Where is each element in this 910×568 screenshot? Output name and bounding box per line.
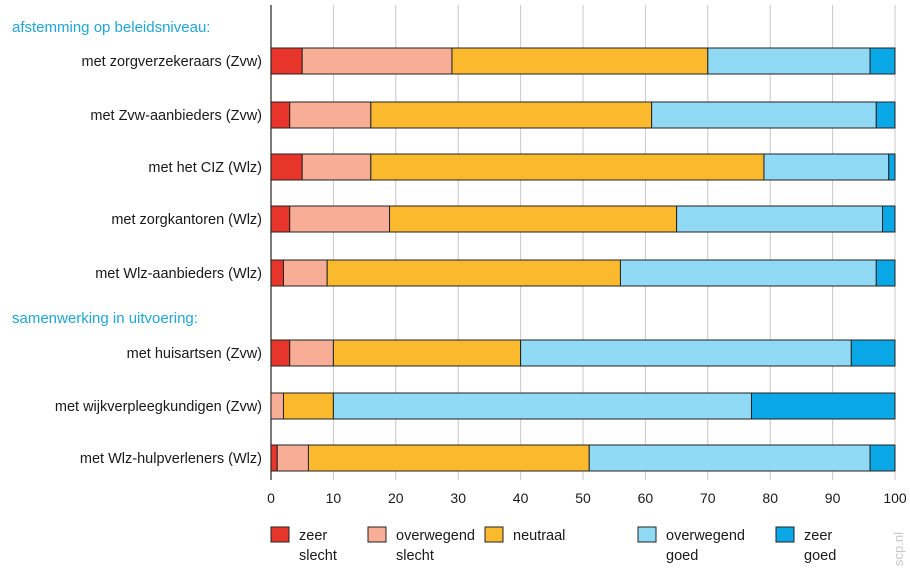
bar-segment — [301, 47, 453, 75]
bar-segment — [869, 444, 896, 472]
bar-segment — [276, 444, 309, 472]
category-label: met Zvw-aanbieders (Zvw) — [90, 108, 262, 124]
legend-swatch — [484, 526, 504, 543]
bar-segment — [888, 153, 896, 181]
bar-segment — [370, 153, 765, 181]
x-tick-label: 20 — [388, 490, 404, 506]
bar-segment — [869, 47, 896, 75]
bar-segment — [875, 259, 896, 287]
bar-segment — [289, 205, 391, 233]
legend-item: zeer goed — [775, 526, 836, 564]
bar-segment — [307, 444, 590, 472]
category-label: met huisartsen (Zvw) — [127, 346, 262, 362]
bar-segment — [676, 205, 884, 233]
group-heading: afstemming op beleidsniveau: — [12, 19, 210, 36]
bar-segment — [282, 392, 334, 420]
bar-segment — [270, 259, 284, 287]
legend-label: slecht — [396, 548, 434, 564]
bar-segment — [270, 392, 284, 420]
bar-segment — [875, 101, 896, 129]
x-tick-label: 10 — [326, 490, 342, 506]
bar-segment — [270, 444, 278, 472]
legend-item: overwegend slecht — [367, 526, 475, 564]
category-label: met het CIZ (Wlz) — [148, 160, 262, 176]
bar-segment — [326, 259, 621, 287]
x-tick-label: 0 — [267, 490, 275, 506]
legend-item: overwegend goed — [637, 526, 745, 564]
bar-segment — [882, 205, 896, 233]
bar-segment — [651, 101, 877, 129]
group-heading: samenwerking in uitvoering: — [12, 310, 198, 327]
bar-segment — [588, 444, 871, 472]
bar-segment — [332, 392, 752, 420]
x-tick-label: 40 — [513, 490, 529, 506]
bar-row — [270, 205, 896, 233]
x-tick-label: 70 — [700, 490, 716, 506]
x-tick-label: 30 — [450, 490, 466, 506]
legend-label: overwegend — [396, 528, 475, 544]
bar-segment — [332, 339, 522, 367]
bar-segment — [289, 101, 372, 129]
bar-segment — [270, 47, 303, 75]
category-label: met Wlz-aanbieders (Wlz) — [95, 266, 262, 282]
bar-segment — [451, 47, 709, 75]
group-headings: afstemming op beleidsniveau: samenwerking… — [12, 19, 210, 327]
bar-segment — [763, 153, 890, 181]
legend-label: zeer — [299, 528, 327, 544]
bar-row — [270, 444, 896, 472]
watermark: scp.nl — [891, 532, 906, 566]
legend-label: zeer — [804, 528, 832, 544]
x-tick-label: 50 — [575, 490, 591, 506]
bars — [270, 47, 896, 472]
legend-label: slecht — [299, 548, 337, 564]
bar-segment — [707, 47, 871, 75]
bar-segment — [289, 339, 334, 367]
bar-segment — [520, 339, 852, 367]
bar-row — [270, 101, 896, 129]
legend-label: overwegend — [666, 528, 745, 544]
legend: zeer slecht overwegend slecht neutraal overwe… — [270, 526, 836, 564]
bar-segment — [619, 259, 877, 287]
legend-label: goed — [804, 548, 836, 564]
x-tick-label: 100 — [883, 490, 907, 506]
x-tick-label: 60 — [638, 490, 654, 506]
legend-item: neutraal — [484, 526, 565, 544]
bar-row — [270, 47, 896, 75]
legend-label: goed — [666, 548, 698, 564]
bar-segment — [850, 339, 896, 367]
category-label: met zorgverzekeraars (Zvw) — [82, 54, 262, 70]
legend-label: neutraal — [513, 528, 565, 544]
bar-segment — [370, 101, 653, 129]
bar-segment — [301, 153, 372, 181]
category-label: met zorgkantoren (Wlz) — [111, 212, 262, 228]
bar-segment — [282, 259, 328, 287]
x-axis: 0 10 20 30 40 50 60 70 80 90 100 — [267, 490, 907, 506]
bar-segment — [270, 205, 291, 233]
category-label: met Wlz-hulpverleners (Wlz) — [80, 451, 262, 467]
category-label: met wijkverpleegkundigen (Zvw) — [55, 399, 262, 415]
x-tick-label: 80 — [762, 490, 778, 506]
legend-swatch — [270, 526, 290, 543]
legend-swatch — [367, 526, 387, 543]
x-tick-label: 90 — [825, 490, 841, 506]
bar-row — [270, 392, 896, 420]
bar-row — [270, 153, 896, 181]
legend-swatch — [637, 526, 657, 543]
bar-row — [270, 339, 896, 367]
bar-segment — [750, 392, 896, 420]
bar-segment — [270, 101, 291, 129]
bar-segment — [389, 205, 678, 233]
bar-row — [270, 259, 896, 287]
legend-swatch — [775, 526, 795, 543]
legend-item: zeer slecht — [270, 526, 337, 564]
bar-segment — [270, 153, 303, 181]
category-labels: met zorgverzekeraars (Zvw) met Zvw-aanbie… — [55, 54, 262, 467]
bar-segment — [270, 339, 291, 367]
